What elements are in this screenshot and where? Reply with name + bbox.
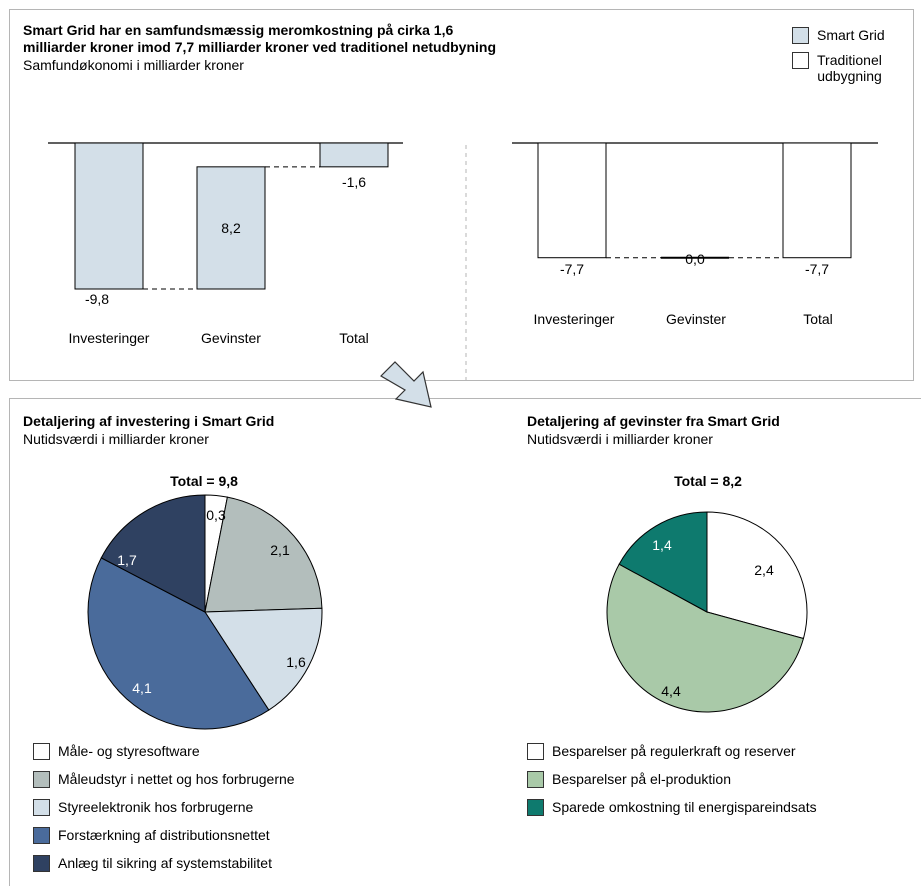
legend-label: Sparede omkostning til energispareindsat… [552, 799, 817, 815]
pie-left-subtitle: Nutidsværdi i milliarder kroner [23, 431, 209, 447]
pie-gevinster: 2,4 4,4 1,4 [606, 511, 808, 713]
value-label: -1,6 [342, 174, 366, 190]
pie-left-title: Detaljering af investering i Smart Grid [23, 413, 275, 429]
top-title-line1: Smart Grid har en samfundsmæssig meromko… [23, 22, 454, 38]
pie-left-legend-item: Måle- og styresoftware [33, 743, 200, 760]
legend-label: Forstærkning af distributionsnettet [58, 827, 270, 843]
pie-slice [618, 511, 708, 613]
waterfall-smart-grid: -9,8 8,2 -1,6 Investeringer Gevinster Total [48, 142, 403, 346]
legend-label: Besparelser på regulerkraft og reserver [552, 743, 796, 759]
legend-item-smart-grid: Smart Grid [792, 27, 885, 44]
pie-right-title: Detaljering af gevinster fra Smart Grid [527, 413, 780, 429]
legend-label: Måleudstyr i nettet og hos forbrugerne [58, 771, 295, 787]
category-label: Gevinster [666, 311, 726, 327]
pie-slice [100, 494, 206, 613]
pie-investering: 0,3 2,1 1,6 4,1 1,7 [87, 494, 323, 730]
category-label: Investeringer [534, 311, 615, 327]
pie-left-legend-item: Måleudstyr i nettet og hos forbrugerne [33, 771, 295, 788]
category-label: Total [339, 330, 369, 346]
category-label: Total [803, 311, 833, 327]
legend-label: Anlæg til sikring af systemstabilitet [58, 855, 272, 871]
slice-value-label: 1,6 [286, 654, 306, 670]
bottom-panel [9, 398, 921, 886]
legend-swatch [527, 743, 544, 760]
legend-swatch [33, 743, 50, 760]
legend-swatch [792, 52, 809, 69]
waterfall-traditionel: -7,7 0,0 -7,7 Investeringer Gevinster Total [512, 142, 878, 327]
legend-label: Styreelektronik hos forbrugerne [58, 799, 254, 815]
legend-label: Smart Grid [817, 27, 885, 43]
slice-value-label: 4,1 [132, 680, 152, 696]
value-label: -9,8 [85, 291, 109, 307]
pie-right-subtitle: Nutidsværdi i milliarder kroner [527, 431, 713, 447]
category-label: Investeringer [69, 330, 150, 346]
slice-value-label: 1,4 [652, 537, 672, 553]
legend-swatch [33, 771, 50, 788]
bar [782, 142, 852, 259]
bar [537, 142, 607, 259]
pie-left-legend-item: Forstærkning af distributionsnettet [33, 827, 270, 844]
slice-value-label: 4,4 [661, 683, 681, 699]
pie-right-legend-item: Besparelser på regulerkraft og reserver [527, 743, 796, 760]
legend-swatch [527, 771, 544, 788]
slice-value-label: 2,1 [270, 542, 290, 558]
pie-right-legend-item: Besparelser på el-produktion [527, 771, 731, 788]
value-label: -7,7 [805, 261, 829, 277]
top-subtitle: Samfundøkonomi i milliarder kroner [23, 57, 244, 73]
legend-swatch [33, 855, 50, 872]
pie-left-legend-item: Anlæg til sikring af systemstabilitet [33, 855, 272, 872]
pie-right-legend-item: Sparede omkostning til energispareindsat… [527, 799, 817, 816]
value-label: 8,2 [221, 220, 241, 236]
legend-label: Besparelser på el-produktion [552, 771, 731, 787]
legend-swatch [527, 799, 544, 816]
pie-slice [706, 511, 808, 640]
down-right-arrow-icon [380, 361, 432, 408]
bar [319, 142, 389, 168]
legend-swatch [792, 27, 809, 44]
legend-label-line2: udbygning [817, 68, 882, 84]
slice-value-label: 1,7 [117, 552, 137, 568]
pie-left-legend-item: Styreelektronik hos forbrugerne [33, 799, 253, 816]
value-label: -7,7 [560, 261, 584, 277]
legend-swatch [33, 799, 50, 816]
legend-item-traditionel: Traditionel udbygning [792, 52, 882, 84]
legend-label-line1: Traditionel [817, 52, 882, 68]
bar [74, 142, 144, 290]
bar [196, 166, 266, 290]
pie-slice [204, 607, 323, 711]
top-title-line2: milliarder kroner imod 7,7 milliarder kr… [23, 39, 496, 55]
pie-left-total: Total = 9,8 [170, 473, 238, 489]
legend-label: Måle- og styresoftware [58, 743, 200, 759]
slice-value-label: 0,3 [206, 507, 226, 523]
pie-right-total: Total = 8,2 [674, 473, 742, 489]
slice-value-label: 2,4 [754, 562, 774, 578]
pie-slice [87, 557, 270, 730]
value-label: 0,0 [685, 251, 705, 267]
category-label: Gevinster [201, 330, 261, 346]
top-panel [9, 9, 914, 381]
pie-slice [606, 563, 805, 713]
pie-slice [204, 496, 323, 613]
legend-swatch [33, 827, 50, 844]
